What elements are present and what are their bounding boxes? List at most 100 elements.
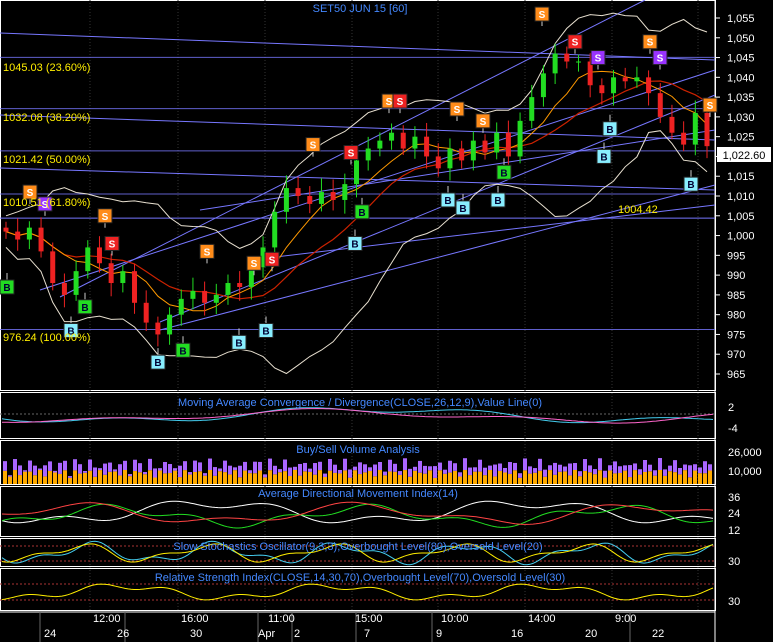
volume-bar-sell: [353, 466, 357, 471]
sell-marker: [264, 251, 280, 267]
macd-title: Moving Average Convergence / Divergence(…: [178, 397, 542, 409]
volume-bar-buy: [343, 470, 347, 484]
marker-letter: B: [494, 196, 501, 207]
volume-title: Buy/Sell Volume Analysis: [296, 444, 420, 456]
volume-bar-buy: [348, 477, 352, 484]
volume-bar-buy: [558, 471, 562, 484]
volume-bar-buy: [368, 470, 372, 484]
volume-bar-buy: [318, 470, 322, 484]
volume-bar-sell: [273, 465, 277, 475]
marker-letter: B: [154, 358, 161, 369]
volume-bar-buy: [33, 475, 37, 484]
volume-bar-sell: [23, 470, 27, 472]
y-tick-label: 990: [727, 270, 745, 282]
volume-bar-buy: [688, 477, 692, 484]
volume-bar-buy: [428, 470, 432, 484]
volume-bar-buy: [548, 470, 552, 484]
volume-bar-buy: [258, 470, 262, 484]
volume-bar-buy: [13, 470, 17, 484]
volume-bar-sell: [708, 464, 712, 471]
date-label: 9: [436, 628, 442, 640]
candle-body: [155, 322, 161, 335]
marker-letter: S: [539, 10, 546, 21]
adx-tick: 36: [728, 492, 740, 504]
volume-bar-buy: [58, 473, 62, 484]
volume-bar-buy: [618, 472, 622, 484]
candle-body: [704, 112, 710, 147]
volume-bar-sell: [598, 458, 602, 471]
volume-bar-sell: [63, 460, 67, 471]
candle-body: [365, 148, 371, 161]
volume-bar-buy: [538, 470, 542, 484]
volume-bar-sell: [603, 470, 607, 478]
buy-marker: [683, 176, 699, 192]
volume-bar-sell: [178, 465, 182, 478]
candle-body: [213, 294, 219, 303]
volume-bar-buy: [638, 474, 642, 484]
volume-bar-buy: [588, 472, 592, 484]
sell-marker: [534, 6, 550, 22]
symbol-title: SET50 JUN 15 [60]: [313, 3, 408, 15]
marker-letter: S: [269, 255, 276, 266]
y-tick-label: 985: [727, 290, 745, 302]
volume-bar-buy: [263, 477, 267, 484]
y-tick-label: 970: [727, 349, 745, 361]
candle-body: [283, 188, 289, 212]
volume-bar-sell: [343, 458, 347, 471]
candle-body: [318, 192, 324, 204]
volume-bar-sell: [238, 465, 242, 478]
volume-bar-buy: [338, 473, 342, 484]
volume-bar-sell: [463, 458, 467, 471]
candle-body: [143, 302, 149, 323]
volume-bar-sell: [18, 465, 22, 476]
volume-bar-sell: [158, 468, 162, 471]
volume-bar-sell: [658, 458, 662, 471]
marker-letter: S: [109, 239, 116, 250]
y-tick-label: 1,010: [727, 191, 755, 203]
volume-bar-sell: [553, 462, 557, 475]
date-label: 26: [117, 628, 129, 640]
volume-bar-sell: [198, 462, 202, 472]
volume-bar-buy: [193, 472, 197, 484]
volume-bar-sell: [653, 470, 657, 476]
marker-letter: B: [500, 168, 507, 179]
marker-letter: B: [606, 125, 613, 136]
marker-letter: B: [67, 326, 74, 337]
volume-bar-sell: [638, 469, 642, 475]
volume-bar-sell: [543, 469, 547, 477]
volume-bar-sell: [168, 464, 172, 474]
candle-body: [552, 53, 558, 74]
volume-bar-buy: [113, 471, 117, 484]
volume-bar-buy: [703, 473, 707, 484]
volume-bar-sell: [518, 473, 522, 478]
volume-bar-buy: [228, 474, 232, 484]
volume-bar-sell: [308, 468, 312, 472]
candle-body: [400, 132, 406, 149]
marker-letter: B: [351, 239, 358, 250]
volume-bar-buy: [213, 475, 217, 484]
indicator-series: [0, 407, 715, 601]
volume-bar-sell: [148, 458, 152, 471]
volume-bar-buy: [633, 470, 637, 484]
time-label: 15:00: [355, 613, 383, 625]
volume-bar-buy: [553, 474, 557, 484]
date-label: 24: [44, 628, 56, 640]
volume-bar-buy: [443, 473, 447, 484]
volume-bar-sell: [298, 463, 302, 476]
volume-bar-sell: [498, 463, 502, 471]
volume-bar-buy: [533, 472, 537, 484]
sell-marker: [702, 97, 718, 113]
volume-bar-sell: [373, 464, 377, 477]
volume-bar-sell: [243, 461, 247, 471]
time-label: 12:00: [93, 613, 121, 625]
volume-bar-sell: [458, 472, 462, 477]
volume-bar-sell: [188, 472, 192, 475]
volume-bar-sell: [673, 460, 677, 473]
bollinger-upper: [5, 12, 708, 249]
fib-label: 1032.08 (38.20%): [3, 112, 90, 124]
volume-bar-sell: [688, 465, 692, 478]
volume-bar-buy: [628, 477, 632, 484]
volume-bar-sell: [338, 469, 342, 474]
y-tick-label: 965: [727, 369, 745, 381]
buy-marker: [258, 322, 274, 338]
